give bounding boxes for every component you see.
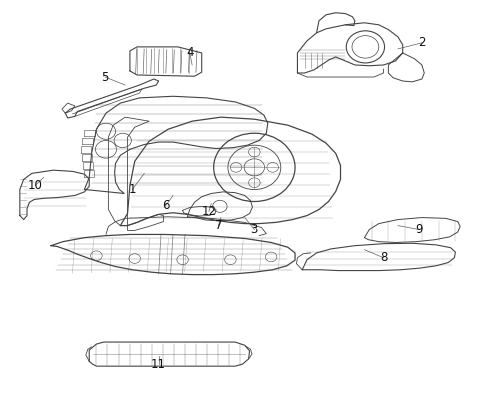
Text: 12: 12	[202, 205, 216, 218]
Text: 2: 2	[418, 36, 426, 49]
Text: 9: 9	[416, 223, 423, 236]
Text: 8: 8	[380, 251, 387, 264]
Text: 3: 3	[251, 223, 258, 236]
Text: 1: 1	[129, 183, 136, 196]
Text: 7: 7	[215, 219, 222, 232]
Text: 11: 11	[151, 357, 166, 371]
Text: 10: 10	[28, 179, 43, 192]
Text: 5: 5	[101, 71, 108, 83]
Text: 6: 6	[162, 199, 169, 212]
Text: 4: 4	[186, 46, 193, 59]
